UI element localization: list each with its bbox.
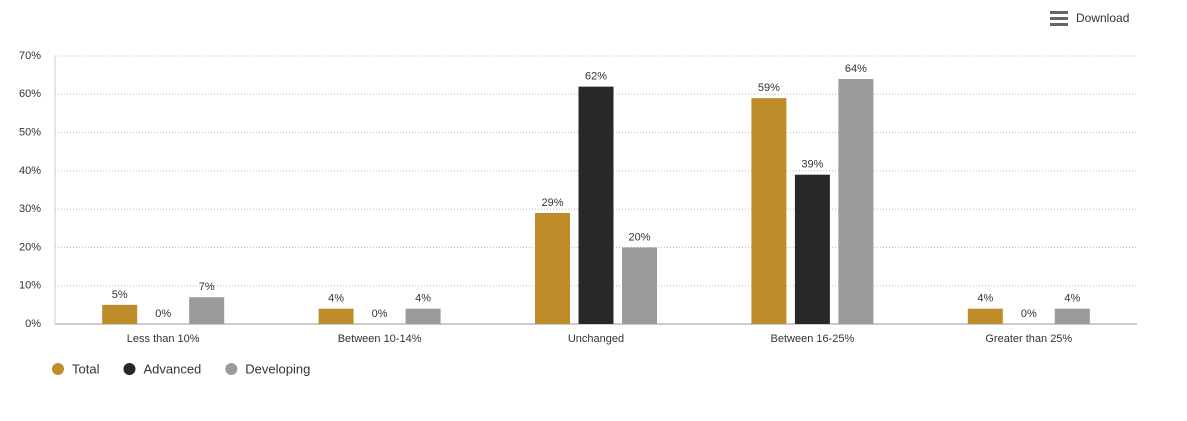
bar: [794, 174, 830, 324]
legend-marker[interactable]: [225, 363, 238, 375]
bar: [1054, 308, 1090, 324]
value-label: 39%: [801, 159, 823, 171]
y-tick-label: 0%: [25, 318, 41, 330]
bar: [578, 86, 614, 324]
value-label: 29%: [541, 197, 563, 209]
value-label: 4%: [977, 293, 993, 305]
bar: [535, 212, 570, 324]
legend-label[interactable]: Developing: [245, 361, 310, 376]
legend-marker[interactable]: [52, 363, 64, 375]
x-tick-label: Between 10-14%: [338, 333, 422, 345]
y-tick-label: 50%: [19, 126, 41, 138]
value-label: 4%: [328, 293, 344, 305]
bar: [102, 304, 138, 324]
bar: [967, 308, 1003, 324]
bar: [622, 247, 657, 324]
legend-marker[interactable]: [123, 363, 136, 375]
value-label: 0%: [1021, 308, 1037, 320]
value-label: 0%: [372, 308, 388, 320]
x-tick-label: Between 16-25%: [771, 333, 855, 345]
download-button[interactable]: Download: [1050, 11, 1129, 26]
value-label: 4%: [415, 293, 431, 305]
x-tick-label: Unchanged: [568, 333, 624, 345]
bar: [405, 308, 441, 324]
y-tick-label: 30%: [19, 203, 41, 215]
bar: [751, 98, 787, 324]
y-tick-label: 60%: [19, 88, 41, 100]
value-label: 4%: [1064, 293, 1080, 305]
bar: [318, 308, 354, 324]
y-tick-label: 10%: [19, 280, 41, 292]
y-tick-label: 70%: [19, 50, 41, 62]
value-label: 0%: [155, 308, 171, 320]
value-label: 5%: [112, 289, 128, 301]
bar: [838, 78, 874, 324]
value-label: 59%: [758, 82, 780, 94]
value-label: 20%: [628, 231, 650, 243]
legend-label[interactable]: Advanced: [143, 361, 201, 376]
x-tick-label: Less than 10%: [127, 333, 200, 345]
value-label: 62%: [585, 71, 607, 83]
menu-icon: [1050, 17, 1068, 20]
value-label: 7%: [199, 281, 215, 293]
menu-icon: [1050, 11, 1068, 14]
download-label[interactable]: Download: [1076, 11, 1129, 25]
y-tick-label: 20%: [19, 241, 41, 253]
legend-label[interactable]: Total: [72, 361, 100, 376]
y-tick-label: 40%: [19, 165, 41, 177]
value-label: 64%: [845, 63, 867, 75]
x-tick-label: Greater than 25%: [985, 333, 1072, 345]
bar: [189, 297, 225, 324]
menu-icon: [1050, 23, 1068, 26]
